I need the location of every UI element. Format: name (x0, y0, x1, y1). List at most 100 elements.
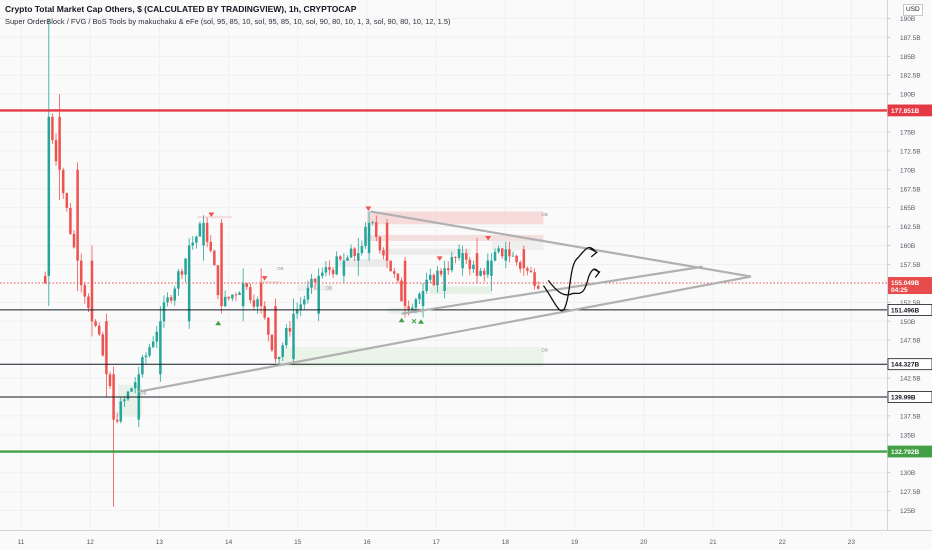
candle-body (267, 317, 270, 335)
candle-body (256, 299, 259, 307)
candle-body (339, 256, 342, 260)
candle-body (324, 267, 328, 273)
candle-body (472, 264, 475, 270)
candle-body (198, 223, 202, 237)
candle-body (274, 306, 277, 360)
time-tick-label: 12 (87, 539, 95, 546)
candle-body (151, 341, 155, 348)
indicator-legend[interactable]: Super OrderBlock / FVG / BoS Tools by ma… (5, 17, 451, 26)
ob-label: OB (140, 391, 147, 396)
price-tick-label: 180B (900, 92, 915, 99)
candle-body (461, 253, 464, 269)
candle-body (382, 250, 385, 256)
candle-body (432, 274, 436, 286)
candle-body (482, 270, 486, 275)
candle-body (475, 253, 479, 276)
candle-body (464, 253, 468, 260)
candle-body (58, 116, 61, 170)
candle-body (169, 297, 173, 301)
candle-body (281, 345, 284, 357)
trendline (138, 275, 752, 393)
candle-body (328, 267, 331, 270)
candle-body (47, 116, 51, 276)
candle-body (238, 292, 241, 296)
candle-body (292, 313, 295, 360)
trendline (370, 210, 752, 278)
price-tick-label: 142.5B (900, 376, 921, 383)
candle-body (375, 222, 378, 237)
sell-signal-marker (365, 206, 372, 211)
candle-body (493, 251, 497, 261)
candle-body (443, 268, 446, 291)
candle-body (249, 286, 252, 301)
candle-body (360, 246, 364, 254)
time-tick-label: 21 (709, 539, 717, 546)
level-price-tag (887, 304, 932, 316)
price-tick-label: 187.5B (900, 35, 921, 42)
candle-body (353, 248, 356, 257)
candle-body (371, 222, 374, 223)
candle-body (479, 270, 482, 276)
candle-body (270, 334, 274, 351)
order-block-zones: OB OB OB OB OB (117, 211, 548, 417)
candle-body (133, 382, 137, 389)
candle-body (245, 283, 248, 287)
sell-signal-marker (208, 212, 215, 218)
price-tick-label: 150B (900, 319, 915, 326)
candle-body (346, 257, 349, 261)
ob-label: OB (325, 285, 332, 290)
signal-markers (208, 206, 492, 326)
projection-arrowhead (589, 248, 598, 258)
candle-body (87, 296, 90, 309)
candle-body (418, 293, 421, 300)
price-tick-label: 190B (900, 16, 915, 23)
time-tick-label: 18 (502, 539, 510, 546)
candle-body (79, 260, 83, 286)
level-price-tag (887, 391, 932, 403)
currency-badge[interactable]: USD (903, 4, 923, 16)
price-axis-bg (887, 0, 932, 550)
candle-body (410, 307, 414, 310)
price-tick-label: 130B (900, 470, 915, 477)
candle-body (446, 268, 450, 271)
candle-body (454, 257, 457, 258)
candle-body (277, 356, 281, 360)
candle-body (522, 249, 526, 269)
ob-zone (491, 241, 544, 251)
candle-body (97, 325, 101, 335)
ob-zone (335, 259, 388, 267)
candle-body (223, 296, 227, 307)
level-price-label: 132.792B (891, 449, 919, 456)
level-price-label: 144.327B (891, 362, 919, 369)
trendlines (138, 210, 752, 393)
candle-body (497, 248, 500, 252)
candle-body (468, 259, 472, 270)
candle-body (295, 309, 299, 314)
candle-body (288, 327, 292, 332)
candle-body (321, 272, 324, 276)
candle-body (436, 270, 439, 286)
current-price-label: 155.049B (891, 280, 919, 287)
price-axis[interactable]: 190B 187.5B 185B 182.5B 180B 175B 172.5B 170B 16… (887, 0, 932, 550)
time-tick-label: 22 (779, 539, 787, 546)
candle-body (403, 260, 407, 307)
freehand-drawing (542, 246, 601, 312)
candle-body (357, 253, 360, 261)
price-tick-label: 175B (900, 130, 915, 137)
candle-body (378, 236, 382, 251)
candle-body (130, 388, 133, 392)
candle-body (173, 288, 177, 301)
candle-body (536, 285, 540, 289)
price-tick-label: 137.5B (900, 413, 921, 420)
candle-body (259, 283, 263, 307)
candle-body (306, 287, 310, 300)
ob-zone (380, 248, 471, 255)
buy-signal-marker (417, 319, 424, 324)
time-axis[interactable]: 11 12 13 14 15 16 17 18 19 20 21 22 23 (0, 530, 932, 547)
candle-body (191, 242, 195, 246)
candles (43, 18, 540, 507)
candle-body (76, 169, 79, 261)
candle-body (335, 256, 338, 275)
candle-body (389, 260, 392, 272)
